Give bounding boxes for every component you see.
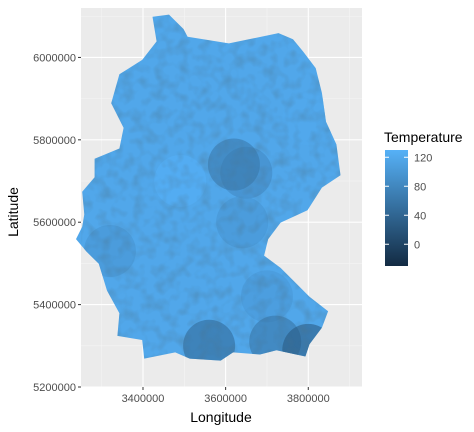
- legend-tick-label: 40: [414, 210, 426, 222]
- y-axis-title: Latitude: [5, 187, 21, 237]
- color-legend: Temperature 120 80 40 0: [384, 129, 463, 266]
- legend-tick-label: 80: [414, 181, 426, 193]
- temperature-raster: [76, 14, 341, 361]
- raster-texture: [81, 14, 341, 361]
- y-tick-label: 5200000: [33, 382, 76, 394]
- y-tick-label: 5400000: [33, 300, 76, 312]
- legend-ticks: 120 80 40 0: [385, 152, 432, 251]
- x-axis-title: Longitude: [190, 409, 252, 425]
- y-tick-label: 5800000: [33, 135, 76, 147]
- legend-title: Temperature: [384, 129, 463, 145]
- legend-colorbar: [385, 150, 408, 266]
- y-tick-label: 6000000: [33, 52, 76, 64]
- legend-tick-label: 0: [414, 239, 420, 251]
- y-tick-label: 5600000: [33, 217, 76, 229]
- legend-tick-label: 120: [414, 152, 432, 164]
- x-tick-label: 3600000: [204, 393, 247, 405]
- x-tick-label: 3400000: [122, 393, 165, 405]
- x-tick-label: 3800000: [287, 393, 330, 405]
- x-axis: 3400000 3600000 3800000: [122, 387, 330, 405]
- y-axis: 5200000 5400000 5600000 5800000 6000000: [33, 52, 81, 394]
